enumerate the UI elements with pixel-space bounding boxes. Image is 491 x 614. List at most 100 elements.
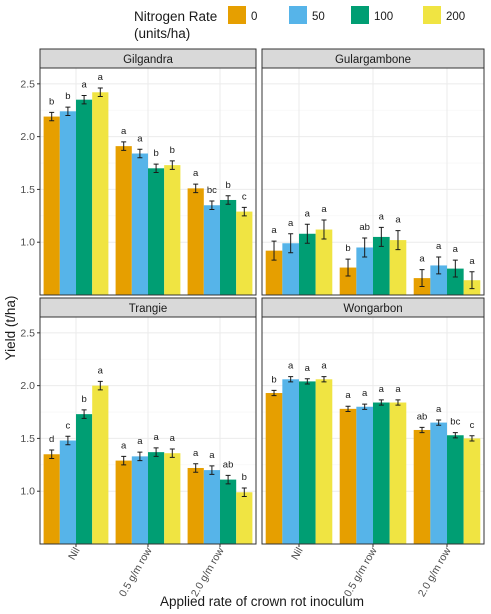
x-tick-label: 2.0 g/m row xyxy=(189,545,227,599)
significance-letter: b xyxy=(271,374,276,385)
bar-gilgandra-0-1 xyxy=(115,146,132,295)
error-bar xyxy=(271,240,277,261)
significance-letter: a xyxy=(436,241,442,252)
significance-letter: a xyxy=(98,365,104,376)
error-bar xyxy=(97,87,103,98)
significance-letter: a xyxy=(362,388,368,399)
error-bar xyxy=(345,405,351,412)
significance-letter: ab xyxy=(417,411,428,422)
significance-letter: a xyxy=(271,225,277,236)
error-bar xyxy=(436,256,442,275)
significance-letter: a xyxy=(170,433,176,444)
significance-letter: a xyxy=(305,363,311,374)
legend-label-0: 0 xyxy=(251,11,257,23)
significance-letter: a xyxy=(321,361,327,372)
significance-letter: a xyxy=(395,384,401,395)
bar-wongarbon-0-2 xyxy=(413,429,431,544)
error-bar xyxy=(362,403,368,410)
error-bar xyxy=(288,376,294,383)
error-bar xyxy=(436,419,442,426)
significance-letter: c xyxy=(470,420,475,431)
bar-gilgandra-100-0 xyxy=(76,99,93,296)
error-bar xyxy=(304,223,310,244)
legend-key-0 xyxy=(228,6,246,24)
bar-trangie-0-2 xyxy=(187,467,204,544)
significance-letter: a xyxy=(419,254,425,265)
error-bar xyxy=(81,94,87,105)
error-bar xyxy=(225,474,231,485)
legend-label-100: 100 xyxy=(374,11,393,23)
significance-letter: a xyxy=(436,404,442,415)
significance-letter: a xyxy=(137,436,143,447)
y-tick-label: 1.5 xyxy=(20,433,35,445)
x-tick-label: Nil xyxy=(289,546,306,563)
panel-border xyxy=(261,67,485,296)
y-tick-label: 1.0 xyxy=(20,486,35,498)
significance-letter: bc xyxy=(450,417,460,428)
error-bar xyxy=(49,449,55,459)
error-bar xyxy=(362,237,368,258)
legend-key-100 xyxy=(351,6,369,24)
error-bar xyxy=(209,465,215,475)
error-bar xyxy=(137,451,143,462)
significance-letter: a xyxy=(469,256,475,267)
significance-letter: a xyxy=(193,448,199,459)
error-bar xyxy=(241,487,247,497)
significance-letter: ab xyxy=(359,222,370,233)
error-bar xyxy=(65,106,71,117)
bar-trangie-50-2 xyxy=(203,470,220,544)
error-bar xyxy=(121,141,127,151)
error-bar xyxy=(153,447,159,457)
error-bar xyxy=(209,200,215,210)
bar-gulargambone-100-2 xyxy=(447,268,464,295)
legend-label-50: 50 xyxy=(312,11,325,23)
error-bar xyxy=(321,219,327,240)
legend-key-200 xyxy=(423,6,441,24)
bar-trangie-200-1 xyxy=(164,453,181,544)
legend-title-line1: Nitrogen Rate xyxy=(134,9,217,24)
significance-letter: a xyxy=(288,218,294,229)
bar-gilgandra-200-1 xyxy=(164,165,181,295)
significance-letter: b xyxy=(225,180,230,191)
error-bar xyxy=(419,269,425,288)
bar-trangie-50-0 xyxy=(59,440,76,544)
bar-gulargambone-0-0 xyxy=(265,250,283,295)
significance-letter: a xyxy=(121,440,127,451)
panel-border xyxy=(39,67,257,296)
significance-letter: a xyxy=(345,390,351,401)
bar-gulargambone-200-1 xyxy=(389,240,407,295)
significance-letter: b xyxy=(49,96,54,107)
bar-gulargambone-50-0 xyxy=(282,243,299,295)
error-bar xyxy=(225,195,231,205)
bar-gilgandra-200-2 xyxy=(236,211,253,295)
bar-gilgandra-0-2 xyxy=(187,188,204,295)
significance-letter: d xyxy=(49,434,54,445)
bar-gulargambone-50-2 xyxy=(430,265,447,295)
error-bar xyxy=(378,399,384,406)
significance-letter: a xyxy=(379,211,385,222)
x-tick-label: 2.0 g/m row xyxy=(416,545,454,599)
error-bar xyxy=(419,426,425,434)
y-tick-label: 2.0 xyxy=(20,131,35,143)
significance-letter: a xyxy=(137,133,143,144)
significance-letter: b xyxy=(242,472,247,483)
y-tick-label: 2.0 xyxy=(20,380,35,392)
bar-gulargambone-100-0 xyxy=(299,233,316,295)
error-bar xyxy=(137,148,143,159)
bar-wongarbon-100-0 xyxy=(299,381,316,544)
significance-letter: a xyxy=(288,361,294,372)
bar-gilgandra-50-2 xyxy=(203,205,220,295)
significance-letter: a xyxy=(209,450,215,461)
error-bar xyxy=(395,399,401,406)
y-tick-label: 2.5 xyxy=(20,327,35,339)
bar-trangie-100-2 xyxy=(220,479,237,544)
bar-wongarbon-100-2 xyxy=(447,435,464,544)
error-bar xyxy=(469,271,475,290)
legend-label-200: 200 xyxy=(446,11,465,23)
panel-title: Gilgandra xyxy=(123,54,173,66)
error-bar xyxy=(153,163,159,174)
bar-wongarbon-50-1 xyxy=(356,406,373,544)
